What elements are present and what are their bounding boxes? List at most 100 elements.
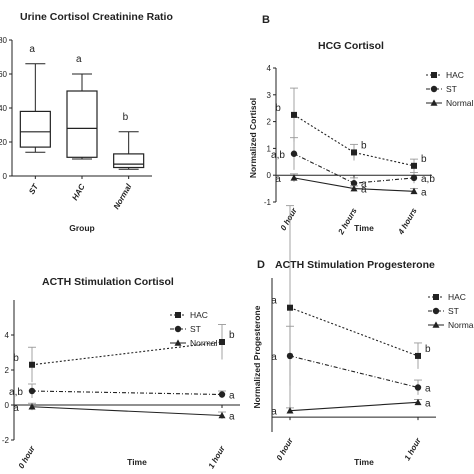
y-axis-label: Normalized Cortisol bbox=[248, 98, 258, 178]
data-point bbox=[219, 339, 225, 345]
chart-title: ACTH Stimulation Progesterone bbox=[275, 259, 435, 271]
box-iqr bbox=[113, 153, 145, 169]
data-point bbox=[290, 150, 298, 157]
series-line-st bbox=[31, 390, 223, 396]
data-point bbox=[351, 149, 357, 156]
x-tick-label: HAC bbox=[70, 182, 87, 202]
significance-label: a bbox=[76, 54, 82, 65]
chart-panel-4: D ACTH Stimulation Progesterone Normalized… bbox=[252, 205, 474, 467]
significance-label: b bbox=[425, 344, 431, 355]
y-tick-label: 0 bbox=[267, 171, 272, 180]
y-axis-label: Normalized Progesterone bbox=[252, 305, 262, 408]
series-line-hac bbox=[289, 307, 419, 357]
y-tick-label: 0 bbox=[3, 172, 8, 181]
x-tick-label: Normal bbox=[112, 182, 134, 211]
data-point bbox=[287, 304, 293, 311]
x-axis-label: Time bbox=[127, 457, 147, 467]
chart-title: Urine Cortisol Creatinine Ratio bbox=[20, 11, 173, 23]
significance-label: a bbox=[229, 412, 235, 423]
y-tick-label: 0 bbox=[5, 401, 10, 410]
series-line-normal bbox=[31, 406, 223, 417]
chart-title: ACTH Stimulation Cortisol bbox=[42, 276, 174, 288]
data-point bbox=[218, 391, 226, 398]
series-line-st bbox=[289, 355, 419, 389]
x-tick-label: 1 hour bbox=[403, 436, 423, 462]
significance-label: b bbox=[123, 112, 129, 123]
legend-label: HAC bbox=[448, 292, 466, 302]
x-tick-label: ST bbox=[27, 182, 40, 196]
y-tick-label: 1 bbox=[267, 144, 272, 153]
x-axis-label: Time bbox=[354, 457, 374, 467]
data-point bbox=[350, 180, 358, 187]
significance-label: a,b bbox=[421, 174, 435, 185]
legend-marker bbox=[431, 72, 437, 78]
data-point bbox=[414, 384, 422, 391]
box-iqr bbox=[19, 110, 51, 148]
y-tick-label: 2 bbox=[5, 366, 10, 375]
y-tick-label: 2 bbox=[267, 118, 272, 127]
significance-label: b bbox=[13, 353, 19, 364]
significance-label: a bbox=[361, 185, 367, 196]
panel-letter: D bbox=[257, 259, 265, 271]
x-axis-label: Group bbox=[69, 223, 95, 233]
significance-label: a bbox=[13, 403, 19, 414]
panel-letter: B bbox=[262, 14, 270, 26]
x-tick-label: 0 hour bbox=[279, 206, 299, 232]
legend-marker bbox=[433, 294, 439, 300]
significance-label: b bbox=[275, 103, 281, 114]
data-point bbox=[410, 187, 418, 195]
series-line-normal bbox=[289, 401, 419, 412]
significance-label: a bbox=[425, 383, 431, 394]
legend-label: HAC bbox=[446, 70, 464, 80]
y-tick-label: 80 bbox=[0, 36, 8, 45]
data-point bbox=[286, 407, 294, 414]
data-point bbox=[286, 352, 294, 360]
legend-label: ST bbox=[448, 306, 459, 316]
data-point bbox=[414, 398, 422, 406]
y-tick-label: 3 bbox=[267, 91, 272, 100]
x-tick-label: 0 hour bbox=[275, 436, 295, 462]
significance-label: a bbox=[271, 407, 277, 418]
data-point bbox=[415, 352, 421, 359]
legend-marker bbox=[432, 321, 440, 328]
legend-marker bbox=[174, 325, 182, 333]
x-tick-label: 1 hour bbox=[207, 444, 227, 470]
x-axis-label: Time bbox=[354, 223, 374, 233]
chart-panel-2: B HCG Cortisol -1 0 1 2 3 4 Normalized Cortisol 0… bbox=[248, 14, 474, 237]
data-point bbox=[29, 361, 35, 368]
significance-label: a bbox=[275, 174, 281, 185]
y-tick-label: -1 bbox=[264, 198, 272, 207]
legend-label: HAC bbox=[190, 310, 208, 320]
data-point bbox=[28, 403, 36, 410]
legend-marker bbox=[430, 85, 438, 93]
legend-label: Normal bbox=[190, 338, 218, 348]
data-point bbox=[290, 174, 298, 181]
y-tick-label: -2 bbox=[2, 436, 10, 445]
legend-label: Normal bbox=[446, 98, 474, 108]
chart-panel-1: Urine Cortisol Creatinine Ratio 0 20 40 60 80… bbox=[0, 11, 173, 233]
significance-label: a,b bbox=[271, 150, 285, 161]
legend-marker bbox=[432, 307, 440, 315]
y-tick-label: 60 bbox=[0, 70, 8, 79]
legend-label: ST bbox=[190, 324, 201, 334]
significance-label: a,b bbox=[9, 387, 23, 398]
y-tick-label: 20 bbox=[0, 138, 8, 147]
data-point bbox=[291, 111, 297, 118]
data-point bbox=[28, 387, 36, 395]
significance-label: a bbox=[361, 179, 367, 190]
legend-marker bbox=[175, 312, 181, 318]
legend-marker bbox=[430, 99, 438, 106]
x-tick-label: 0 hour bbox=[17, 444, 37, 470]
data-point bbox=[350, 185, 358, 192]
y-tick-label: 40 bbox=[0, 104, 8, 113]
significance-label: a bbox=[271, 352, 277, 363]
data-point bbox=[410, 174, 418, 182]
significance-label: a bbox=[421, 187, 427, 198]
significance-label: a bbox=[271, 296, 277, 307]
legend-label: ST bbox=[446, 84, 457, 94]
significance-label: a bbox=[229, 391, 235, 402]
chart-panel-3: ACTH Stimulation Cortisol -2 0 2 4 0 hour 1 ho… bbox=[2, 276, 240, 470]
chart-title: HCG Cortisol bbox=[318, 40, 384, 52]
legend-label: Normal bbox=[448, 320, 474, 330]
